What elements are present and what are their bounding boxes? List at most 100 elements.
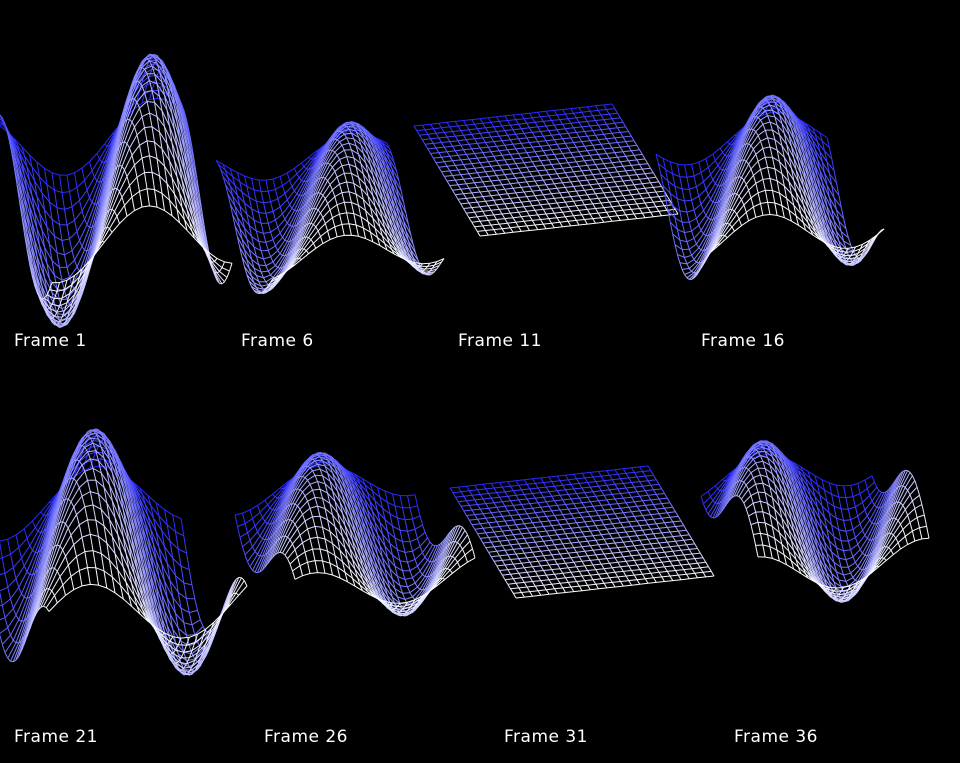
mesh-column [336,204,340,215]
mesh-column [95,433,99,440]
mesh-column [29,545,33,551]
mesh-column [745,508,749,517]
mesh-column [265,179,269,192]
mesh-column [526,484,531,490]
mesh-column [515,148,519,154]
mesh-column [454,165,459,171]
mesh-column [149,60,153,67]
mesh-column [493,185,497,191]
mesh-column [776,473,780,484]
mesh-column [548,564,553,570]
mesh-column [199,651,204,660]
mesh-column [774,202,778,216]
mesh-column [840,587,844,592]
mesh-column [647,495,652,501]
mesh-column [324,223,329,232]
mesh-column [397,602,401,607]
mesh-column [597,212,602,218]
mesh-column [44,209,48,228]
mesh-column [507,134,511,141]
mesh-column [581,200,585,206]
mesh-column [314,560,318,573]
mesh-column [551,149,555,155]
mesh-column [672,233,676,245]
mesh-column [277,227,281,234]
mesh-column [826,161,830,174]
mesh-column [424,556,428,561]
mesh-column [526,557,531,563]
mesh-column [312,489,316,498]
mesh-column [710,174,714,181]
mesh-column [319,548,323,562]
mesh-column [498,179,503,185]
mesh-column [600,505,605,511]
mesh-column [581,214,585,220]
mesh-column [755,183,759,193]
mesh-column [771,497,776,510]
mesh-column [229,203,234,215]
mesh-column [51,590,55,596]
mesh-column [159,83,163,91]
mesh-column [633,516,638,522]
mesh-column [362,227,367,239]
mesh-column [644,578,649,584]
mesh-column [614,572,619,578]
mesh-column [246,239,250,250]
mesh-column [100,452,105,460]
mesh-column [691,277,695,280]
mesh-column [674,186,678,199]
mesh-column [467,534,471,542]
mesh-column [814,475,818,485]
mesh-column [802,222,807,231]
mesh-column [482,542,487,548]
mesh-column [337,566,341,579]
mesh-column [545,530,550,536]
mesh-column [693,275,697,279]
mesh-column [573,518,577,524]
mesh-column [553,168,558,174]
mesh-column [49,201,53,220]
mesh-column [653,548,657,554]
mesh-column [249,509,253,519]
mesh-column [34,610,39,616]
mesh-column [332,514,336,527]
mesh-column [324,177,328,182]
mesh-column [595,554,599,560]
mesh-column [778,505,783,518]
mesh-column [504,130,508,136]
mesh-column [327,180,331,185]
mesh-column [767,503,771,515]
mesh-column [798,203,802,214]
mesh-column [726,499,730,504]
mesh-column [496,131,500,137]
mesh-column [790,145,795,158]
mesh-column [156,158,160,176]
mesh-column [883,557,887,561]
mesh-column [647,480,652,486]
mesh-column [199,619,204,627]
mesh-column [658,557,663,563]
mesh-column [606,499,610,505]
mesh-column [317,506,321,517]
mesh-column [625,170,629,176]
mesh-column [631,467,635,473]
mesh-column [581,112,585,118]
mesh-column [595,510,599,516]
mesh-column [355,145,359,155]
mesh-column [655,154,659,164]
mesh-column [496,507,500,513]
mesh-column [669,161,674,174]
mesh-column [866,488,871,496]
mesh-column [496,175,500,181]
mesh-column [788,508,792,521]
mesh-column [606,485,610,491]
mesh-column [331,189,336,197]
mesh-column [141,66,145,70]
mesh-column [752,502,757,513]
mesh-column [776,549,780,562]
mesh-column [553,110,558,116]
mesh-column [663,205,668,211]
mesh-column [686,529,690,536]
mesh-column [477,518,481,525]
mesh-column [466,500,470,506]
